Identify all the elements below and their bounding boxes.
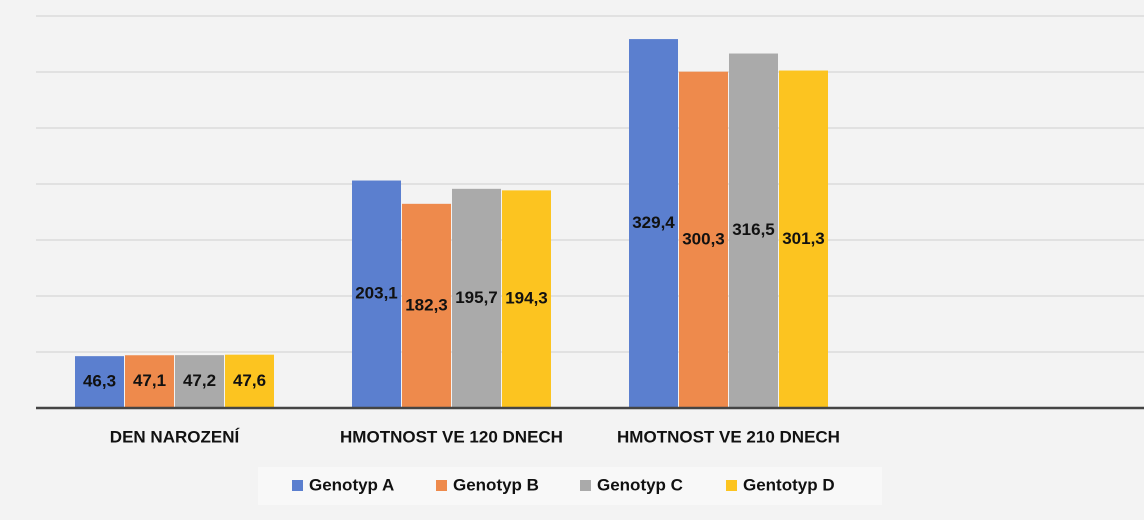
bar — [402, 203, 451, 408]
legend-swatch — [580, 480, 591, 491]
data-label: 300,3 — [682, 229, 725, 248]
legend-label: Genotyp B — [453, 475, 539, 494]
x-tick-label: DEN NAROZENÍ — [110, 427, 241, 446]
bar — [175, 355, 224, 408]
bar — [629, 39, 678, 409]
data-label: 47,1 — [133, 371, 166, 390]
bar — [452, 188, 501, 408]
data-label: 316,5 — [732, 220, 775, 239]
data-label: 203,1 — [355, 284, 398, 303]
bar — [502, 190, 551, 408]
legend-label: Genotyp A — [309, 475, 394, 494]
data-label: 47,2 — [183, 371, 216, 390]
legend-swatch — [292, 480, 303, 491]
legend-label: Genotyp C — [597, 475, 683, 494]
bar — [729, 53, 778, 409]
data-label: 47,6 — [233, 371, 266, 390]
bar — [125, 355, 174, 408]
legend-box — [258, 467, 882, 505]
legend-swatch — [436, 480, 447, 491]
data-label: 195,7 — [455, 288, 498, 307]
bar — [225, 354, 274, 408]
bar — [679, 71, 728, 408]
bar — [779, 70, 828, 408]
legend-swatch — [726, 480, 737, 491]
data-label: 46,3 — [83, 372, 116, 391]
data-label: 194,3 — [505, 289, 548, 308]
x-tick-label: HMOTNOST VE 120 DNECH — [340, 427, 563, 446]
data-label: 301,3 — [782, 229, 825, 248]
bar — [352, 180, 401, 408]
legend-label: Gentotyp D — [743, 475, 835, 494]
data-label: 329,4 — [632, 213, 675, 232]
data-label: 182,3 — [405, 295, 448, 314]
x-tick-label: HMOTNOST VE 210 DNECH — [617, 427, 840, 446]
bar — [75, 356, 124, 408]
